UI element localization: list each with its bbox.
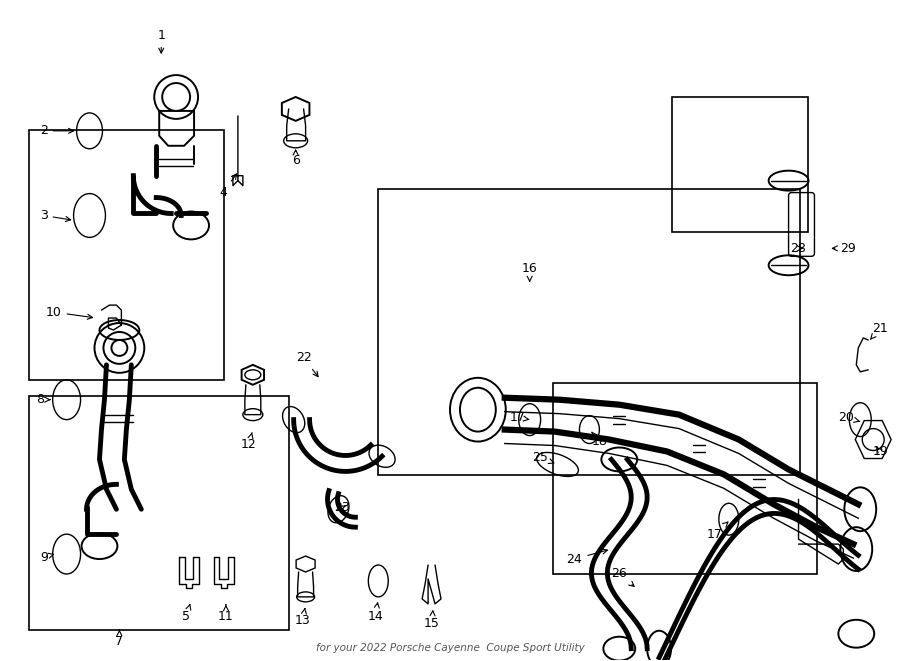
Text: 22: 22 <box>296 352 318 377</box>
Text: 17: 17 <box>706 522 728 541</box>
Text: 28: 28 <box>790 242 806 255</box>
Text: 25: 25 <box>532 451 554 464</box>
Bar <box>29 397 289 630</box>
Bar <box>672 97 808 232</box>
Text: 2: 2 <box>40 124 74 137</box>
Text: 17: 17 <box>509 411 528 424</box>
Text: 4: 4 <box>219 174 237 199</box>
Text: 5: 5 <box>182 604 191 623</box>
Text: 14: 14 <box>367 603 383 623</box>
Text: 3: 3 <box>40 209 70 222</box>
Text: 8: 8 <box>36 393 50 407</box>
Text: 1: 1 <box>158 28 166 53</box>
Bar <box>554 383 817 574</box>
Bar <box>29 130 224 380</box>
Text: 21: 21 <box>870 321 888 340</box>
Text: 12: 12 <box>241 432 256 451</box>
Text: 9: 9 <box>40 551 54 564</box>
Text: 19: 19 <box>872 445 888 458</box>
Text: 23: 23 <box>335 501 350 514</box>
Text: 7: 7 <box>115 630 123 648</box>
Text: 24: 24 <box>567 549 608 566</box>
Text: 10: 10 <box>46 305 93 319</box>
Bar <box>378 189 799 475</box>
Text: 13: 13 <box>294 609 310 627</box>
Text: 26: 26 <box>611 568 634 586</box>
Text: 29: 29 <box>832 242 856 255</box>
Text: 27: 27 <box>0 660 1 661</box>
Text: 18: 18 <box>591 432 608 448</box>
Text: 20: 20 <box>839 411 860 424</box>
Text: 11: 11 <box>218 605 234 623</box>
Text: 16: 16 <box>522 262 537 281</box>
Text: for your 2022 Porsche Cayenne  Coupe Sport Utility: for your 2022 Porsche Cayenne Coupe Spor… <box>316 643 584 653</box>
Text: 6: 6 <box>292 150 300 167</box>
Text: 15: 15 <box>424 611 440 630</box>
